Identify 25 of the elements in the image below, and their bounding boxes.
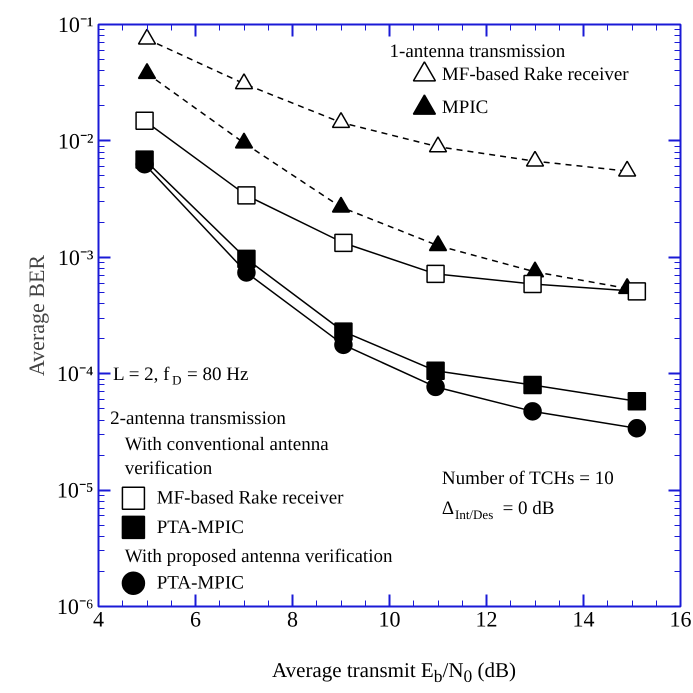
y-tick-label: 10⁻⁴ <box>56 361 94 386</box>
x-tick-label: 10 <box>378 606 400 632</box>
x-tick-label: 16 <box>670 606 692 632</box>
y-tick-label: 10⁻⁵ <box>56 478 94 503</box>
legend-label: MF-based Rake receiver <box>442 64 630 86</box>
annotation: 2-antenna transmission <box>110 408 286 430</box>
annotation: With conventional antenna verification <box>124 434 330 480</box>
annotation: With proposed antenna verification <box>124 546 393 567</box>
y-tick-label: 10⁻⁶ <box>56 594 94 619</box>
x-axis-title: Average transmit E$_{b}$/N$_{0}$ (dB) <box>272 657 516 688</box>
x-tick-label: 8 <box>287 606 298 632</box>
legend-label: MPIC <box>442 97 488 118</box>
legend-label: PTA-MPIC <box>156 572 244 594</box>
y-axis-title: Average BER <box>24 254 49 376</box>
y-tick-label: 10⁻³ <box>58 244 94 270</box>
annotation: Number of TCHs = 10 <box>442 468 614 489</box>
x-tick-label: 14 <box>572 606 594 632</box>
y-tick-label: 10⁻² <box>58 128 94 154</box>
x-tick-label: 4 <box>93 606 104 632</box>
x-tick-label: 6 <box>190 606 201 632</box>
legend-label: PTA-MPIC <box>156 516 244 538</box>
annotation: 1-antenna transmission <box>390 40 566 62</box>
x-tick-label: 12 <box>476 606 498 632</box>
legend-label: MF-based Rake receiver <box>156 488 344 509</box>
y-tick-label: 10⁻¹ <box>58 12 94 37</box>
